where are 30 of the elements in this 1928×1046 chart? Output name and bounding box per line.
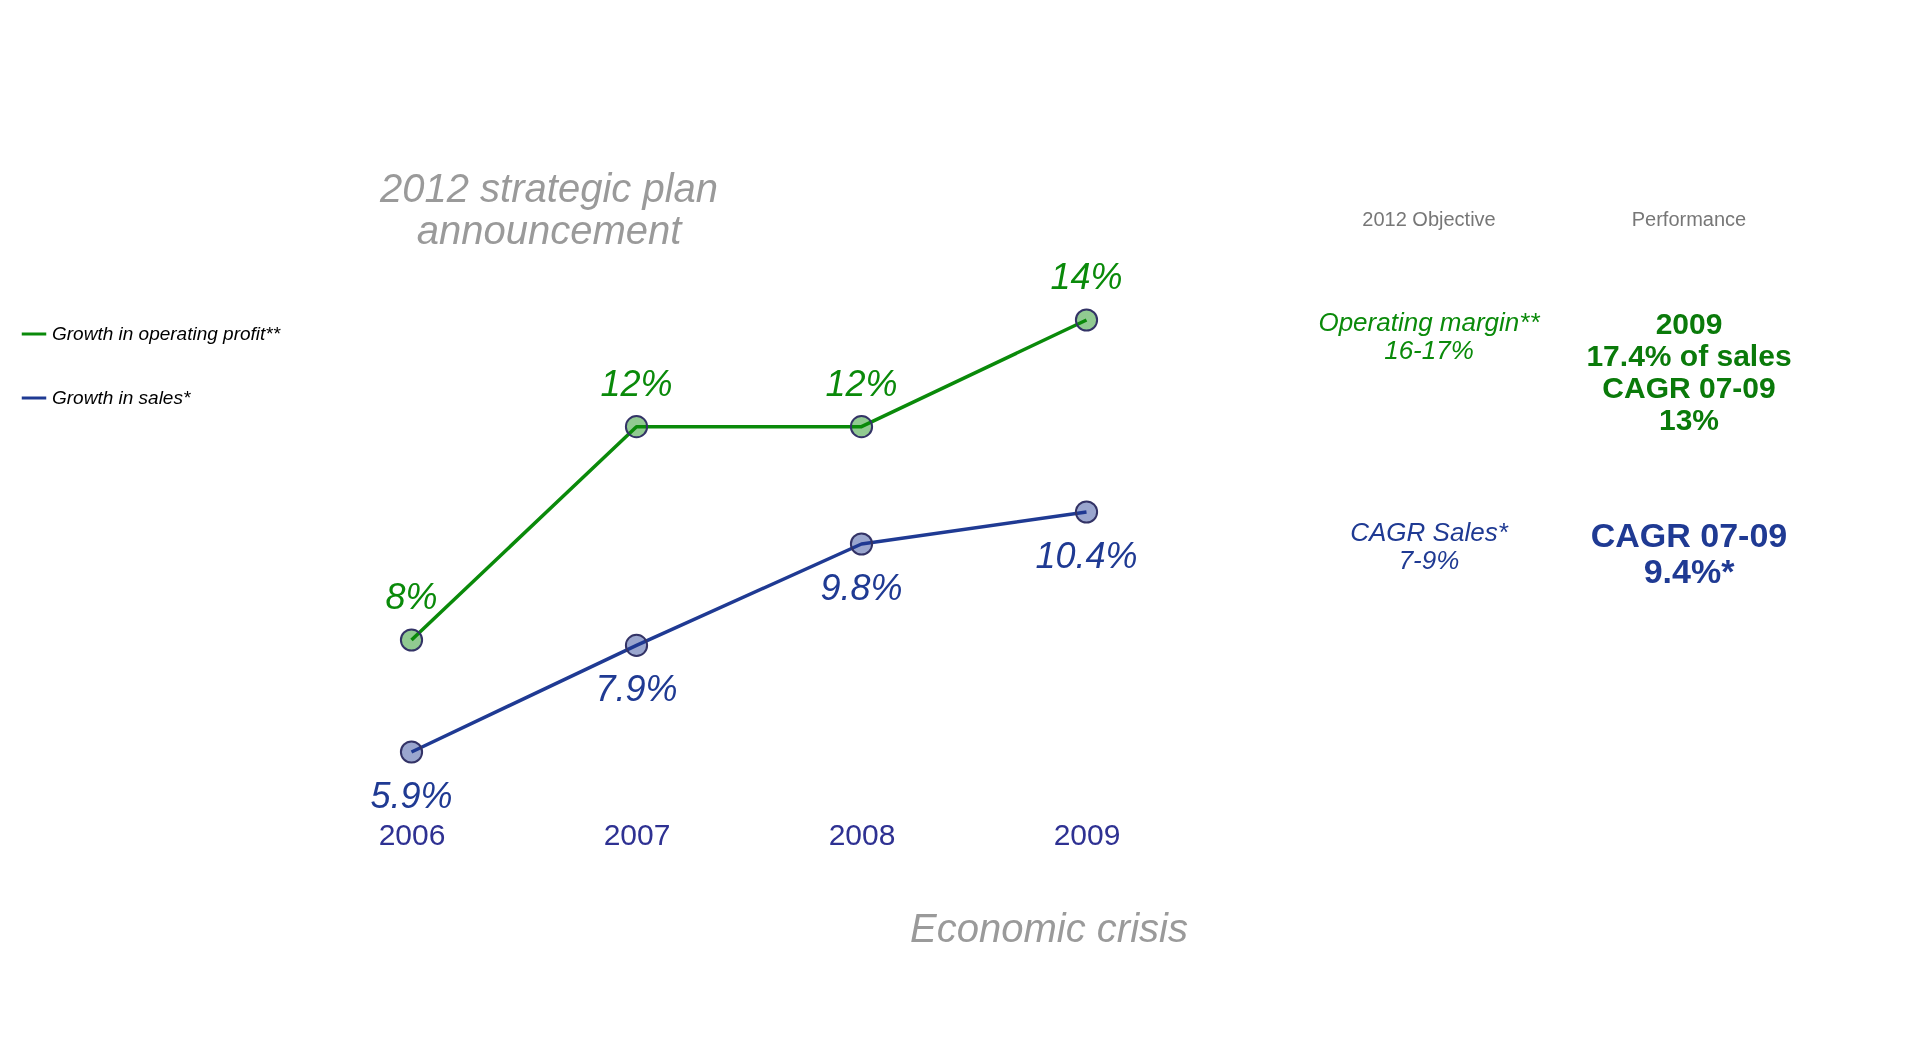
data-label: 8% <box>385 576 438 617</box>
text: 2009 17.4% of sales CAGR 07-09 13% <box>1586 307 1792 436</box>
point <box>399 740 424 764</box>
point <box>624 415 649 439</box>
data-label: 14% <box>1050 256 1123 297</box>
data-label: 5.9% <box>370 775 453 816</box>
data-label: 12% <box>600 362 673 404</box>
point <box>849 415 874 439</box>
text: Performance <box>1631 208 1747 230</box>
legend-label: Growth in operating profit** <box>52 323 281 344</box>
x-tick-label: 2008 <box>828 817 896 851</box>
text: CAGR 07-09 9.4%* <box>1590 516 1788 590</box>
x-tick-label: 2007 <box>603 817 671 851</box>
point <box>399 628 424 652</box>
data-label: 10.4% <box>1035 535 1138 576</box>
data-label: 12% <box>825 362 898 404</box>
point <box>849 532 874 556</box>
text: Economic crisis <box>910 906 1188 950</box>
point <box>1074 500 1099 524</box>
data-label: 7.9% <box>595 668 678 710</box>
text: Operating margin** 16-17% <box>1318 307 1541 365</box>
point <box>624 633 649 657</box>
x-tick-label: 2006 <box>378 817 446 851</box>
x-tick-label: 2009 <box>1053 817 1121 851</box>
text: CAGR Sales* 7-9% <box>1350 517 1509 575</box>
text: 2012 strategic plan announcement <box>378 166 719 252</box>
legend-label: Growth in sales* <box>52 387 191 408</box>
text: 2012 Objective <box>1362 208 1496 230</box>
data-label: 9.8% <box>820 567 903 608</box>
point <box>1074 308 1099 332</box>
